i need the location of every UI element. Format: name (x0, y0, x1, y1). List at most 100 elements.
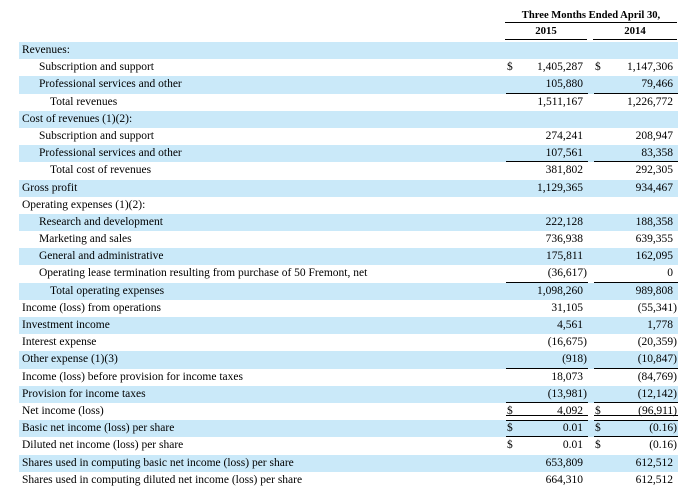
value-2015: 664,310 (545, 473, 583, 486)
value-2014: (0.16) (649, 439, 677, 452)
value-cell-2015: (918) (506, 351, 588, 369)
value-cell-2015: 1,511,167 (506, 94, 588, 111)
dollar-sign (594, 317, 595, 334)
table-row: Shares used in computing diluted net inc… (19, 472, 678, 489)
dollar-sign (594, 111, 595, 128)
value-2014 (673, 111, 678, 128)
table-row: Operating lease termination resulting fr… (19, 265, 678, 283)
value-2015: 222,128 (545, 215, 583, 228)
table-row: Interest expense (16,675) (20,359) (19, 334, 678, 351)
value-cell-2014 (594, 42, 678, 59)
value-2015: 1,511,167 (537, 95, 583, 108)
value-cell-2015: 664,310 (506, 472, 588, 489)
year-column-2015: 2015 (505, 23, 587, 40)
row-label: Income (loss) from operations (22, 301, 161, 314)
value-cell-2015: (13,981) (506, 386, 588, 404)
dollar-sign: $ (595, 61, 601, 74)
value-2014: 292,305 (635, 164, 673, 177)
value-2014: 1,226,772 (627, 95, 673, 108)
dollar-sign (506, 214, 507, 231)
row-label: Operating lease termination resulting fr… (39, 267, 368, 280)
value-cell-2015: 31,105 (506, 300, 588, 317)
value-2014 (673, 42, 678, 59)
dollar-sign (506, 369, 507, 386)
value-2015 (583, 197, 588, 214)
table-row: Provision for income taxes (13,981) (12,… (19, 385, 678, 404)
dollar-sign (594, 145, 595, 162)
value-cell-2015: 736,938 (506, 231, 588, 248)
dollar-sign (594, 128, 595, 145)
table-row: Revenues: (19, 42, 678, 60)
value-cell-2015: 107,561 (506, 145, 588, 163)
dollar-sign (506, 111, 507, 128)
value-cell-2014: 292,305 (594, 162, 678, 179)
year-header-row: 2015 2014 (505, 23, 677, 40)
value-cell-2015: 4,561 (506, 317, 588, 334)
value-cell-2014: 79,466 (594, 76, 678, 94)
dollar-sign (594, 386, 595, 403)
value-2015: 18,073 (551, 370, 583, 383)
value-2014: 639,355 (635, 233, 673, 246)
income-statement-table: Three Months Ended April 30, 2015 2014 R… (19, 0, 678, 489)
table-row: General and administrative 175,811 162,0… (19, 248, 678, 266)
row-label: Total operating expenses (50, 284, 165, 297)
row-label: Total cost of revenues (50, 164, 152, 177)
row-label: Diluted net income (loss) per share (22, 439, 184, 452)
value-cell-2014: 208,947 (594, 128, 678, 145)
year-column-2014: 2014 (593, 23, 677, 40)
value-cell-2014: (20,359) (594, 334, 678, 351)
dollar-sign (506, 386, 507, 403)
value-cell-2014: 0 (594, 265, 678, 283)
dollar-sign (506, 351, 507, 368)
value-2014: (84,769) (637, 370, 677, 383)
value-2015: 1,098,260 (537, 284, 583, 297)
dollar-sign (594, 265, 595, 282)
dollar-sign (506, 248, 507, 265)
value-cell-2015: 18,073 (506, 369, 588, 386)
table-row: Total revenues 1,511,167 1,226,772 (19, 94, 678, 111)
value-2014: 208,947 (635, 129, 673, 142)
value-2015: 1,405,287 (537, 61, 583, 74)
value-2014: (20,359) (637, 336, 677, 349)
row-label: Gross profit (22, 181, 78, 194)
table-body: Revenues: Subscription and support $ 1,4… (19, 42, 678, 489)
dollar-sign (594, 42, 595, 59)
dollar-sign: $ (595, 422, 601, 435)
dollar-sign (506, 42, 507, 59)
row-label: Revenues: (22, 44, 70, 56)
table-row: Professional services and other 107,561 … (19, 145, 678, 163)
dollar-sign (594, 180, 595, 197)
value-2015: 0.01 (562, 422, 583, 435)
value-cell-2015: (16,675) (506, 334, 588, 351)
value-2014: (10,847) (637, 353, 677, 366)
table-row: Operating expenses (1)(2): (19, 197, 678, 214)
value-cell-2015: 381,802 (506, 162, 588, 179)
value-2014: 989,808 (635, 284, 673, 297)
value-2014: (55,341) (637, 301, 677, 314)
value-cell-2014: 989,808 (594, 283, 678, 300)
table-header: Three Months Ended April 30, 2015 2014 (505, 10, 677, 40)
value-cell-2015: $ 0.01 (506, 437, 588, 454)
dollar-sign (594, 162, 595, 179)
dollar-sign (506, 76, 507, 93)
dollar-sign (506, 317, 507, 334)
value-cell-2014: 1,226,772 (594, 94, 678, 111)
dollar-sign: $ (595, 404, 601, 417)
value-cell-2015: $ 1,405,287 (506, 59, 588, 76)
value-cell-2015: (36,617) (506, 265, 588, 283)
value-cell-2015 (506, 42, 588, 59)
dollar-sign (506, 231, 507, 248)
row-label: Shares used in computing diluted net inc… (22, 473, 303, 486)
dollar-sign (594, 334, 595, 351)
dollar-sign: $ (507, 422, 513, 435)
table-row: Basic net income (loss) per share $ 0.01… (19, 420, 678, 438)
value-2014: (12,142) (637, 387, 677, 400)
value-2015: 107,561 (545, 147, 583, 160)
value-cell-2015: 1,098,260 (506, 283, 588, 300)
dollar-sign: $ (595, 439, 601, 452)
value-2014: (96,911) (638, 404, 677, 417)
row-label: Subscription and support (39, 61, 154, 74)
dollar-sign (594, 197, 595, 214)
value-2015: 4,561 (557, 319, 583, 331)
